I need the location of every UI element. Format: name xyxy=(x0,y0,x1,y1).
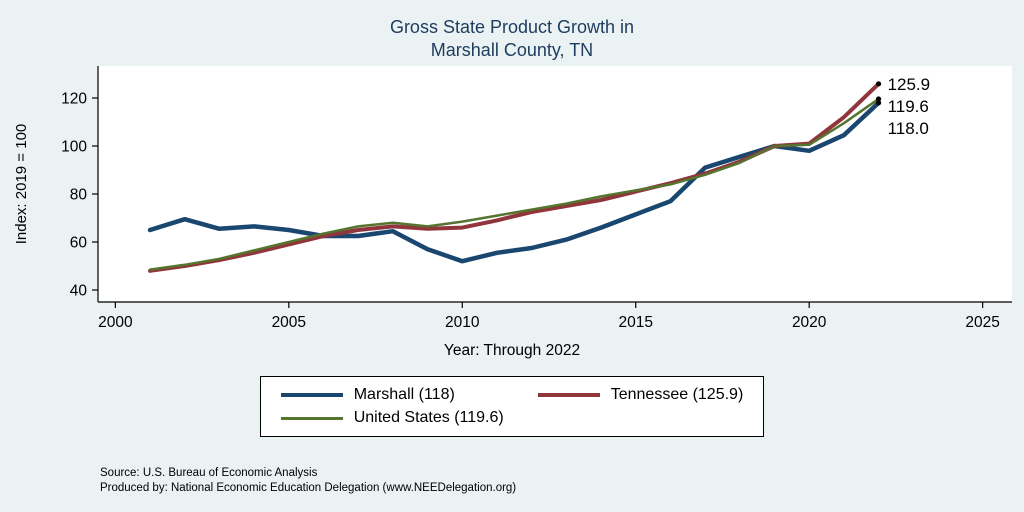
y-tick-label: 120 xyxy=(61,91,87,108)
chart-title-line2: Marshall County, TN xyxy=(430,40,594,60)
legend-swatch-united-states xyxy=(280,416,343,420)
legend-item-tennessee: Tennessee (125.9) xyxy=(537,386,744,404)
x-tick-label: 2005 xyxy=(272,314,306,331)
end-marker-united-states xyxy=(875,96,882,102)
x-tick-label: 2015 xyxy=(618,314,652,331)
plot-svg: 40 60 80 100 120 2000 2005 2010 2015 2020 2025 Inde… xyxy=(13,66,1012,331)
source-line1: Source: U.S. Bureau of Economic Analysis xyxy=(100,467,318,479)
end-label-united-states: 119.6 xyxy=(888,97,929,116)
y-tick-label: 100 xyxy=(61,139,87,156)
source-line2: Produced by: National Economic Education… xyxy=(100,482,517,494)
x-tick-label: 2025 xyxy=(965,314,999,331)
source-note: Source: U.S. Bureau of Economic Analysis… xyxy=(100,466,516,496)
series-line-marshall xyxy=(147,100,881,264)
x-tick-label: 2000 xyxy=(98,314,133,331)
y-tick-label: 40 xyxy=(70,283,88,300)
end-label-marshall: 118.0 xyxy=(888,119,929,138)
legend-label: Tennessee (125.9) xyxy=(610,386,744,403)
x-tick-label: 2010 xyxy=(445,314,480,331)
x-axis-label: Year: Through 2022 xyxy=(443,342,581,359)
legend-item-united-states: United States (119.6) xyxy=(280,409,504,427)
x-tick-label: 2020 xyxy=(792,314,827,331)
y-tick-label: 60 xyxy=(70,235,88,252)
end-marker-marshall xyxy=(875,100,882,106)
end-marker-tennessee xyxy=(875,81,882,87)
plot-area xyxy=(98,66,1012,302)
legend: Marshall (118) Tennessee (125.9) United St… xyxy=(259,376,765,437)
legend-swatch-tennessee xyxy=(537,393,600,397)
y-axis-title: Index: 2019 = 100 xyxy=(13,124,30,245)
legend-label: United States (119.6) xyxy=(353,409,504,426)
series-line-united-states xyxy=(148,97,880,271)
chart-title: Gross State Product Growth in Marshall C… xyxy=(0,0,1024,62)
y-tick-label: 80 xyxy=(70,187,88,204)
chart-title-line1: Gross State Product Growth in xyxy=(389,17,635,37)
legend-item-marshall: Marshall (118) xyxy=(280,386,504,404)
end-label-tennessee: 125.9 xyxy=(888,75,931,94)
legend-label: Marshall (118) xyxy=(353,386,455,403)
legend-swatch-marshall xyxy=(280,392,343,398)
